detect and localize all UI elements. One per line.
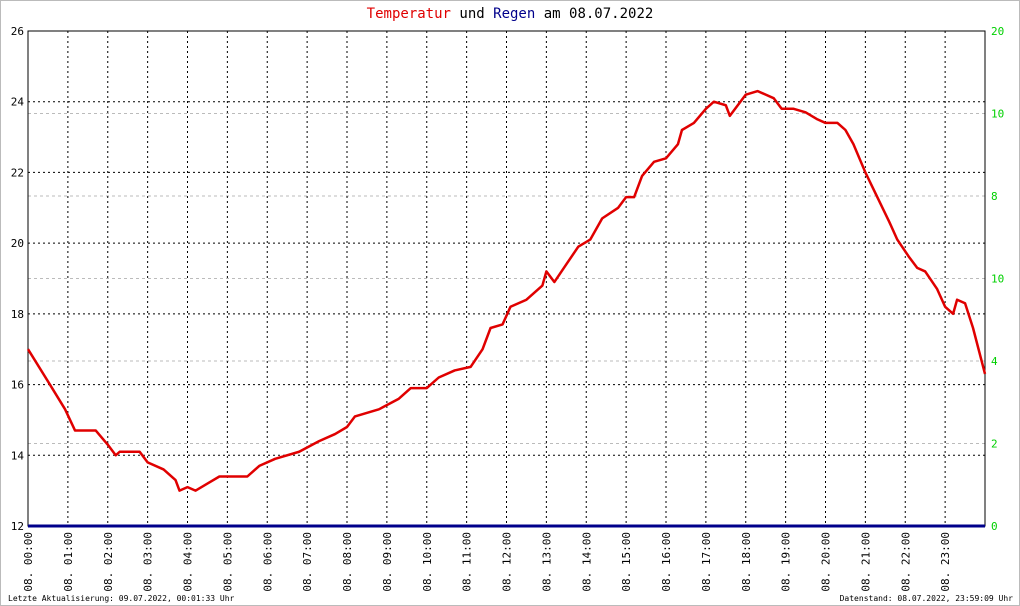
title-temperature: Temperatur <box>367 6 451 22</box>
chart-title: Temperatur und Regen am 08.07.2022 <box>367 6 654 22</box>
x-tick-label: 08. 21:00 <box>859 532 872 592</box>
x-tick-label: 08. 02:00 <box>102 532 115 592</box>
series-line <box>26 89 987 492</box>
x-tick-label: 08. 20:00 <box>820 532 833 592</box>
x-tick-label: 08. 03:00 <box>142 532 155 592</box>
x-tick-label: 08. 13:00 <box>540 532 553 592</box>
y-tick-label: 16 <box>11 379 24 392</box>
y-tick-label: 20 <box>11 237 24 250</box>
x-tick-label: 08. 15:00 <box>620 532 633 592</box>
x-tick-label: 08. 09:00 <box>381 532 394 592</box>
y2-tick-label: 20 <box>991 25 1004 38</box>
x-tick-label: 08. 16:00 <box>660 532 673 592</box>
x-tick-label: 08. 07:00 <box>301 532 314 592</box>
x-tick-label: 08. 12:00 <box>501 532 514 592</box>
x-tick-label: 08. 05:00 <box>221 532 234 592</box>
y2-tick-label: 8 <box>991 190 998 203</box>
y-tick-label: 22 <box>11 166 24 179</box>
x-tick-label: 08. 08:00 <box>341 532 354 592</box>
y-tick-label: 14 <box>11 449 25 462</box>
x-tick-label: 08. 22:00 <box>899 532 912 592</box>
y-tick-label: 12 <box>11 520 24 533</box>
y-tick-label: 24 <box>11 96 25 109</box>
y-tick-label: 18 <box>11 308 24 321</box>
x-tick-label: 08. 17:00 <box>700 532 713 592</box>
x-tick-label: 08. 10:00 <box>421 532 434 592</box>
title-connector: und <box>459 6 484 22</box>
x-tick-label: 08. 23:00 <box>939 532 952 592</box>
y2-tick-label: 10 <box>991 273 1004 286</box>
x-tick-label: 08. 04:00 <box>182 532 195 592</box>
footer-right: Datenstand: 08.07.2022, 23:59:09 Uhr <box>840 594 1014 603</box>
x-tick-label: 08. 14:00 <box>580 532 593 592</box>
title-rain: Regen <box>493 6 535 22</box>
x-tick-label: 08. 01:00 <box>62 532 75 592</box>
x-tick-label: 08. 18:00 <box>740 532 753 592</box>
x-tick-label: 08. 00:00 <box>22 532 35 592</box>
y2-tick-label: 2 <box>991 438 998 451</box>
x-tick-label: 08. 11:00 <box>461 532 474 592</box>
y2-tick-label: 0 <box>991 520 998 533</box>
x-tick-label: 08. 19:00 <box>780 532 793 592</box>
title-date: am 08.07.2022 <box>544 6 654 22</box>
y2-tick-label: 4 <box>991 355 998 368</box>
footer-left: Letzte Aktualisierung: 09.07.2022, 00:01… <box>8 594 235 603</box>
y-tick-label: 26 <box>11 25 24 38</box>
x-tick-label: 08. 06:00 <box>261 532 274 592</box>
y2-tick-label: 10 <box>991 108 1004 121</box>
